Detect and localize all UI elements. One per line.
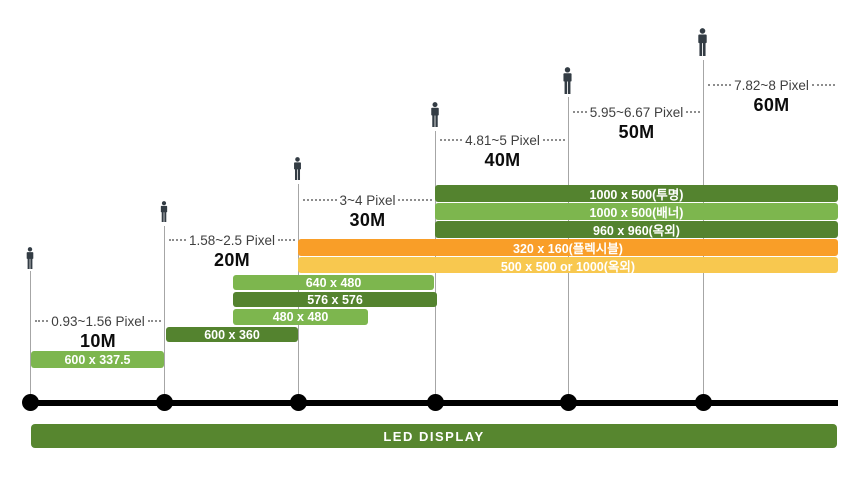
dotted-leader <box>147 320 162 322</box>
dotted-leader <box>708 84 732 86</box>
baseline-dot-30m <box>290 394 307 411</box>
pixel-range-label: 1.58~2.5 Pixel <box>189 232 275 248</box>
display-bar-1000x500-banner: 1000 x 500(배너) <box>435 203 838 220</box>
dotted-leader <box>440 139 463 141</box>
display-bar-480x480: 480 x 480 <box>233 309 368 325</box>
baseline-dot-60m <box>695 394 712 411</box>
baseline-dot-10m <box>22 394 39 411</box>
pixel-range-label: 4.81~5 Pixel <box>465 132 540 148</box>
pixel-range-label: 5.95~6.67 Pixel <box>589 104 684 120</box>
person-icon <box>294 157 301 180</box>
dotted-leader <box>811 84 835 86</box>
person-icon <box>563 67 572 94</box>
pixel-range-label: 0.93~1.56 Pixel <box>51 313 145 329</box>
milestone-label-40m: 4.81~5 Pixel 40M <box>437 131 568 171</box>
display-bar-500x500-outdoor: 500 x 500 or 1000(옥외) <box>298 257 838 274</box>
person-icon <box>26 247 34 269</box>
display-bar-576x576: 576 x 576 <box>233 292 437 307</box>
milestone-label-50m: 5.95~6.67 Pixel 50M <box>570 103 703 143</box>
person-icon <box>431 102 439 127</box>
display-bar-960x960-outdoor: 960 x 960(옥외) <box>435 221 838 238</box>
dotted-leader <box>277 239 295 241</box>
baseline-dot-20m <box>156 394 173 411</box>
milestone-label-60m: 7.82~8 Pixel 60M <box>705 76 838 116</box>
dotted-leader <box>35 320 49 322</box>
baseline-dot-50m <box>560 394 577 411</box>
dotted-leader <box>169 239 187 241</box>
display-bar-600x360: 600 x 360 <box>166 327 298 342</box>
display-bar-320x160-flexible: 320 x 160(플렉시블) <box>298 239 838 256</box>
dotted-leader <box>686 111 701 113</box>
led-display-bar: LED DISPLAY <box>31 424 837 448</box>
distance-line-20m <box>164 226 165 403</box>
distance-label: 50M <box>618 122 655 142</box>
dotted-leader <box>542 139 565 141</box>
milestone-label-30m: 3~4 Pixel 30M <box>300 191 435 231</box>
milestone-label-10m: 0.93~1.56 Pixel 10M <box>32 312 164 352</box>
dotted-leader <box>303 199 337 201</box>
distance-line-10m <box>30 271 31 403</box>
pixel-range-label: 3~4 Pixel <box>339 192 396 208</box>
distance-label: 20M <box>214 250 250 270</box>
distance-label: 40M <box>484 150 521 170</box>
dotted-leader <box>573 111 587 113</box>
display-bar-640x480: 640 x 480 <box>233 275 434 290</box>
distance-label: 30M <box>349 210 386 230</box>
distance-label: 60M <box>753 95 790 115</box>
person-icon <box>698 28 707 56</box>
baseline-dot-40m <box>427 394 444 411</box>
pixel-range-label: 7.82~8 Pixel <box>734 77 809 93</box>
person-icon <box>160 201 168 222</box>
milestone-label-20m: 1.58~2.5 Pixel 20M <box>166 231 298 271</box>
display-bar-1000x500-transparent: 1000 x 500(투명) <box>435 185 838 202</box>
distance-label: 10M <box>80 331 116 351</box>
dotted-leader <box>398 199 433 201</box>
display-bar-600x337: 600 x 337.5 <box>31 351 164 368</box>
